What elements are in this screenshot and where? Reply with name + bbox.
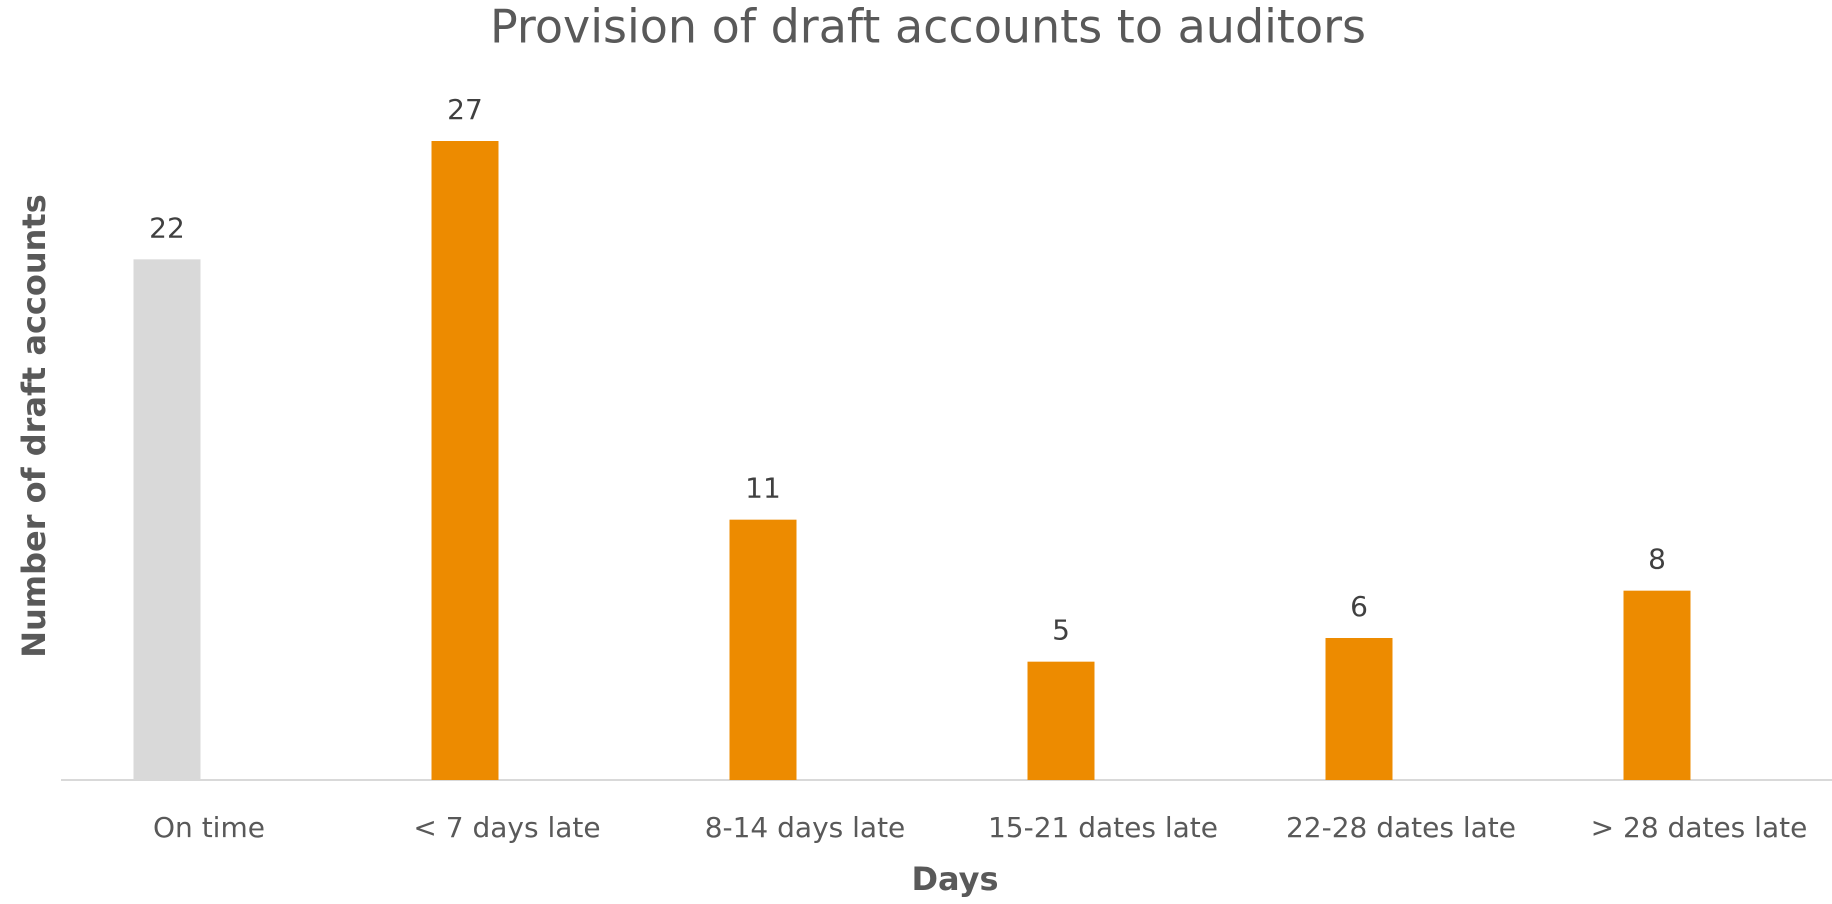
bar bbox=[1325, 638, 1393, 780]
data-label: 5 bbox=[1052, 614, 1070, 647]
chart-title: Provision of draft accounts to auditors bbox=[490, 0, 1366, 54]
x-axis-title: Days bbox=[911, 860, 998, 898]
bar bbox=[1623, 590, 1691, 780]
x-tick-label: 22-28 dates late bbox=[1286, 811, 1516, 844]
x-tick-label: > 28 dates late bbox=[1591, 811, 1808, 844]
x-tick-label: On time bbox=[153, 811, 265, 844]
data-label: 11 bbox=[745, 472, 781, 505]
data-label: 22 bbox=[149, 211, 185, 244]
data-label: 6 bbox=[1350, 590, 1368, 623]
x-tick-label: < 7 days late bbox=[413, 811, 600, 844]
data-label: 8 bbox=[1648, 543, 1666, 576]
bar bbox=[431, 141, 499, 780]
y-axis-title: Number of draft accounts bbox=[15, 194, 53, 658]
bar bbox=[133, 259, 201, 780]
data-label: 27 bbox=[447, 93, 483, 126]
bar bbox=[1027, 661, 1095, 780]
x-tick-label: 15-21 dates late bbox=[988, 811, 1218, 844]
bar bbox=[729, 519, 797, 780]
x-tick-label: 8-14 days late bbox=[705, 811, 906, 844]
